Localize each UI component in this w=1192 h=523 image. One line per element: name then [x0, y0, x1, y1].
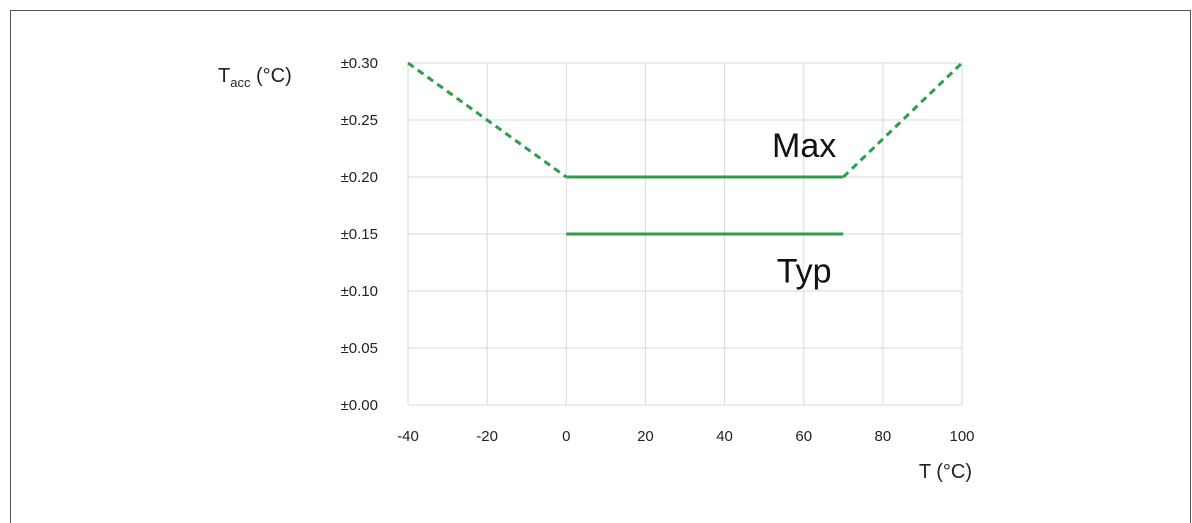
y-tick-label: ±0.15 — [341, 226, 378, 243]
series-max-dashed-segment — [407, 61, 568, 179]
y-tick-label: ±0.05 — [341, 340, 378, 357]
y-tick-label: ±0.20 — [341, 169, 378, 186]
x-tick-label: 100 — [949, 428, 974, 445]
y-tick-labels: ±0.00 ±0.05 ±0.10 ±0.15 ±0.20 ±0.25 ±0.30 — [341, 55, 378, 414]
y-axis-label: Tacc (°C) — [218, 65, 292, 90]
series-max-dashed-segment — [842, 61, 964, 179]
y-tick-label: ±0.00 — [341, 397, 378, 414]
x-tick-label: 0 — [562, 428, 570, 445]
x-axis-label: T (°C) — [919, 461, 972, 483]
y-tick-label: ±0.25 — [341, 112, 378, 129]
chart-frame — [10, 10, 1191, 523]
y-tick-label: ±0.30 — [341, 55, 378, 72]
x-tick-label: 20 — [637, 428, 654, 445]
x-tick-label: -40 — [397, 428, 419, 445]
x-tick-label: -20 — [476, 428, 498, 445]
series: Max Typ — [407, 61, 964, 290]
x-tick-label: 40 — [716, 428, 733, 445]
series-label-max: Max — [772, 127, 836, 165]
series-label-typ: Typ — [777, 252, 832, 290]
x-tick-label: 80 — [875, 428, 892, 445]
y-tick-label: ±0.10 — [341, 283, 378, 300]
x-tick-label: 60 — [795, 428, 812, 445]
x-tick-labels: -40 -20 0 20 40 60 80 100 — [397, 428, 974, 445]
